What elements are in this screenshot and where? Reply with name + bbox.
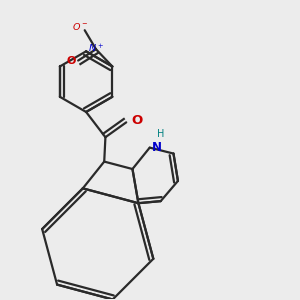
Text: O: O [132, 114, 143, 127]
Text: $O^-$: $O^-$ [72, 21, 89, 32]
Text: H: H [158, 129, 165, 139]
Text: O: O [66, 56, 76, 66]
Text: $N^+$: $N^+$ [88, 43, 104, 55]
Text: N: N [152, 140, 161, 154]
